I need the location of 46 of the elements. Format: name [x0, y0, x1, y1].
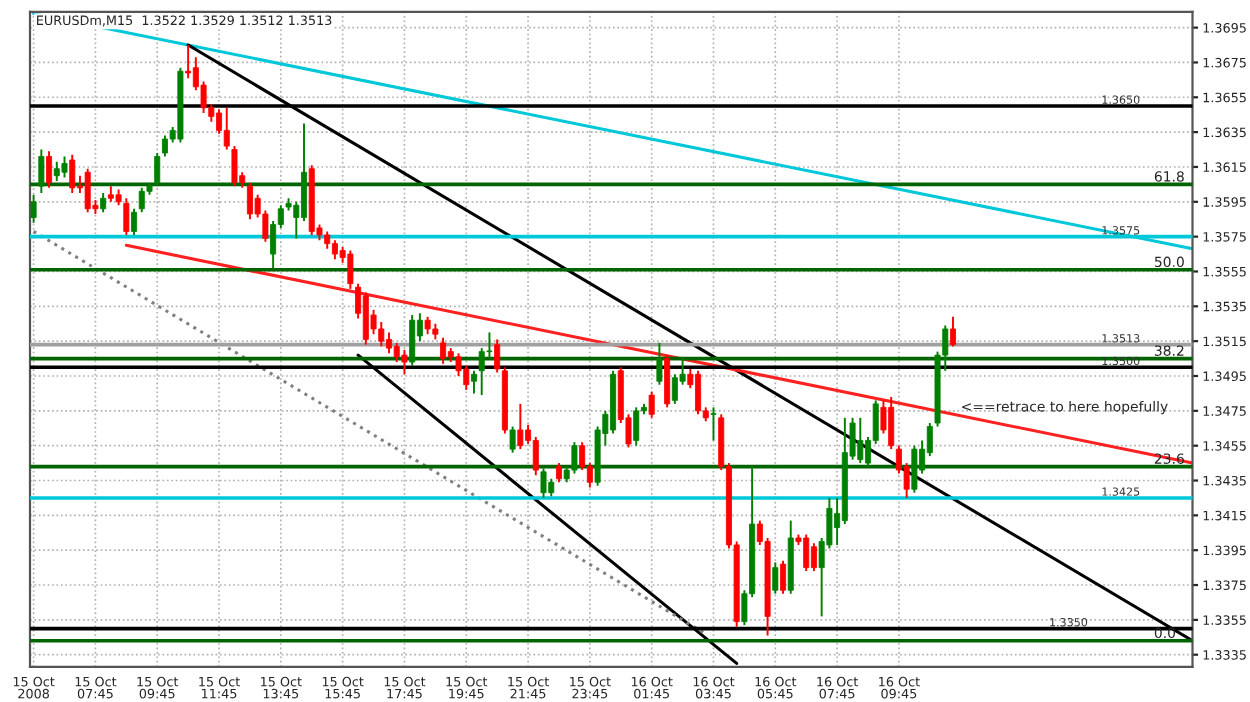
candlestick [664, 354, 671, 409]
candlestick [84, 167, 91, 214]
candlestick [301, 122, 308, 222]
candlestick [331, 239, 338, 261]
candlestick [532, 436, 539, 477]
candlestick [810, 542, 817, 573]
candlestick [440, 336, 447, 365]
candlestick [386, 331, 392, 355]
candlestick [409, 314, 416, 367]
candlestick [671, 373, 678, 405]
candlestick [246, 181, 253, 221]
candlestick [131, 207, 138, 236]
candlestick [633, 406, 640, 447]
candlestick [401, 348, 408, 376]
candlestick [780, 559, 787, 595]
candlestick [138, 186, 145, 214]
candlestick [185, 44, 192, 80]
candlestick [53, 160, 60, 182]
candlestick [69, 153, 76, 195]
candlestick [911, 444, 918, 494]
candlestick [710, 406, 717, 442]
candlestick [888, 395, 895, 451]
candlestick [695, 369, 702, 416]
candlestick [161, 134, 168, 158]
candlestick [362, 291, 369, 346]
candlestick [950, 315, 956, 348]
candlestick [30, 193, 37, 224]
candlestick [540, 467, 547, 499]
candlestick [494, 338, 501, 374]
candlestick [517, 402, 524, 451]
candlestick [571, 441, 578, 475]
candlestick [857, 416, 864, 465]
candlestick [46, 150, 53, 189]
candlestick [38, 148, 45, 195]
candlestick [470, 369, 477, 395]
candlestick [803, 533, 810, 573]
candlestick [61, 155, 68, 179]
candlestick [347, 249, 354, 290]
candlestick [555, 462, 562, 484]
candlestick [648, 390, 655, 419]
candlestick [100, 192, 107, 214]
candlestick [509, 425, 516, 454]
candlestick [123, 197, 130, 236]
candlestick [656, 341, 663, 386]
candlestick [154, 152, 161, 188]
candlestick [772, 561, 779, 595]
